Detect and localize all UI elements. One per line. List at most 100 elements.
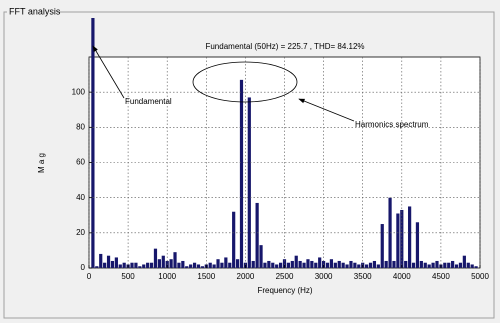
arrow [92,45,125,99]
bar [380,224,384,268]
bar [220,262,224,268]
bar [474,266,478,268]
chart-title: Fundamental (50Hz) = 225.7 , THD= 84.12% [205,42,364,51]
bar [189,264,193,268]
bar [177,262,181,268]
bar [157,259,161,268]
bar [192,262,197,268]
bar [408,206,412,268]
bar [404,260,408,268]
bar [365,264,369,268]
bar [470,264,474,268]
bar [181,260,185,268]
bar [400,209,404,268]
bar [271,262,275,268]
annotation: Harmonics spectrum [355,120,429,129]
bar [302,262,306,268]
bar [454,264,459,268]
bar [415,222,420,268]
x-tick-label: 2500 [276,272,294,281]
bar [224,257,228,268]
bar [259,245,263,268]
bar [208,262,212,268]
x-tick-label: 500 [121,272,135,281]
bar [142,264,146,268]
bar [376,264,380,268]
bar [447,262,451,268]
bar [349,260,353,268]
y-axis-label: M a g [37,153,46,173]
x-tick-label: 3000 [315,272,333,281]
y-tick-label: 60 [76,158,85,167]
bar [341,262,345,268]
bar [290,260,294,268]
bar [345,264,349,268]
bar [392,260,396,268]
bar [286,262,291,268]
bar [396,213,400,268]
bar [294,255,298,268]
bar [251,260,255,268]
y-tick-label: 0 [81,263,86,272]
bar [384,260,388,268]
bar [451,260,455,268]
bar [146,262,150,268]
y-tick-label: 20 [76,228,85,237]
x-tick-label: 3500 [354,272,372,281]
bar [325,262,330,268]
bar [310,260,314,268]
bar [458,262,463,268]
y-tick-label: 80 [76,122,85,131]
bar [423,262,427,268]
bar [431,262,435,268]
bar [212,264,216,268]
panel-title-bg [7,6,57,18]
bar [232,211,236,268]
bar [337,260,341,268]
bar [95,266,99,268]
bar [173,252,177,268]
bar [110,260,115,268]
bar [411,262,416,268]
bar [353,262,357,268]
bar [185,266,189,268]
bar [329,259,334,268]
bar [114,257,118,268]
bar [263,262,267,268]
bar [106,255,111,268]
x-tick-label: 0 [87,272,92,281]
bar [443,262,447,268]
bar [228,262,232,268]
bar [99,253,103,268]
panel-border [3,11,495,319]
x-tick-label: 5000 [471,272,489,281]
bar [278,262,283,268]
bar [462,255,466,268]
x-axis-label: Frequency (Hz) [257,286,312,295]
bar [91,18,95,268]
bar [216,259,220,268]
bar [247,97,251,268]
bar [314,262,318,268]
bar [239,79,244,268]
bar [368,262,373,268]
bar [435,260,439,268]
bar [161,255,165,268]
bar [122,262,126,268]
annotation: Fundamental [125,97,172,106]
bar [196,264,201,268]
x-tick-label: 1000 [158,272,176,281]
y-tick-label: 100 [72,87,86,96]
x-tick-label: 1500 [197,272,215,281]
bar [419,260,423,268]
bar [134,262,138,268]
bar [138,266,142,268]
bar [466,262,470,268]
bar [372,260,377,268]
bar [298,260,302,268]
bar [200,266,204,268]
arrow [298,98,355,122]
bar [427,264,431,268]
highlight-ellipse [192,61,298,103]
